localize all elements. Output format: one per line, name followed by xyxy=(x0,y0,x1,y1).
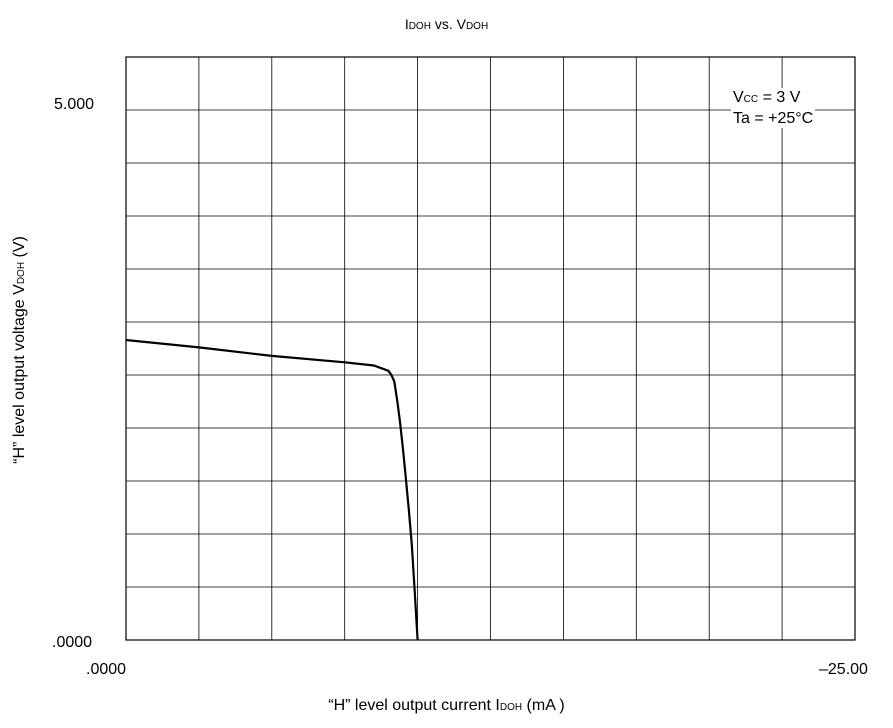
chart-title: IDOH vs. VDOH xyxy=(404,16,489,32)
conditions-annotation: VCC = 3 V Ta = +25°C xyxy=(731,88,816,128)
annotation-vcc: VCC = 3 V xyxy=(733,89,801,106)
x-tick-label-min: .0000 xyxy=(86,661,127,678)
y-tick-label-min: .0000 xyxy=(52,634,93,651)
series-group xyxy=(125,338,419,641)
x-tick-label-max: –25.00 xyxy=(819,661,868,678)
grid-lines xyxy=(126,57,855,640)
series-line-0 xyxy=(125,338,419,641)
annotation-ta: Ta = +25°C xyxy=(733,110,814,127)
y-tick-label-max: 5.000 xyxy=(54,96,95,113)
x-axis-label: “H” level output current IDOH (mA ) xyxy=(328,697,565,714)
